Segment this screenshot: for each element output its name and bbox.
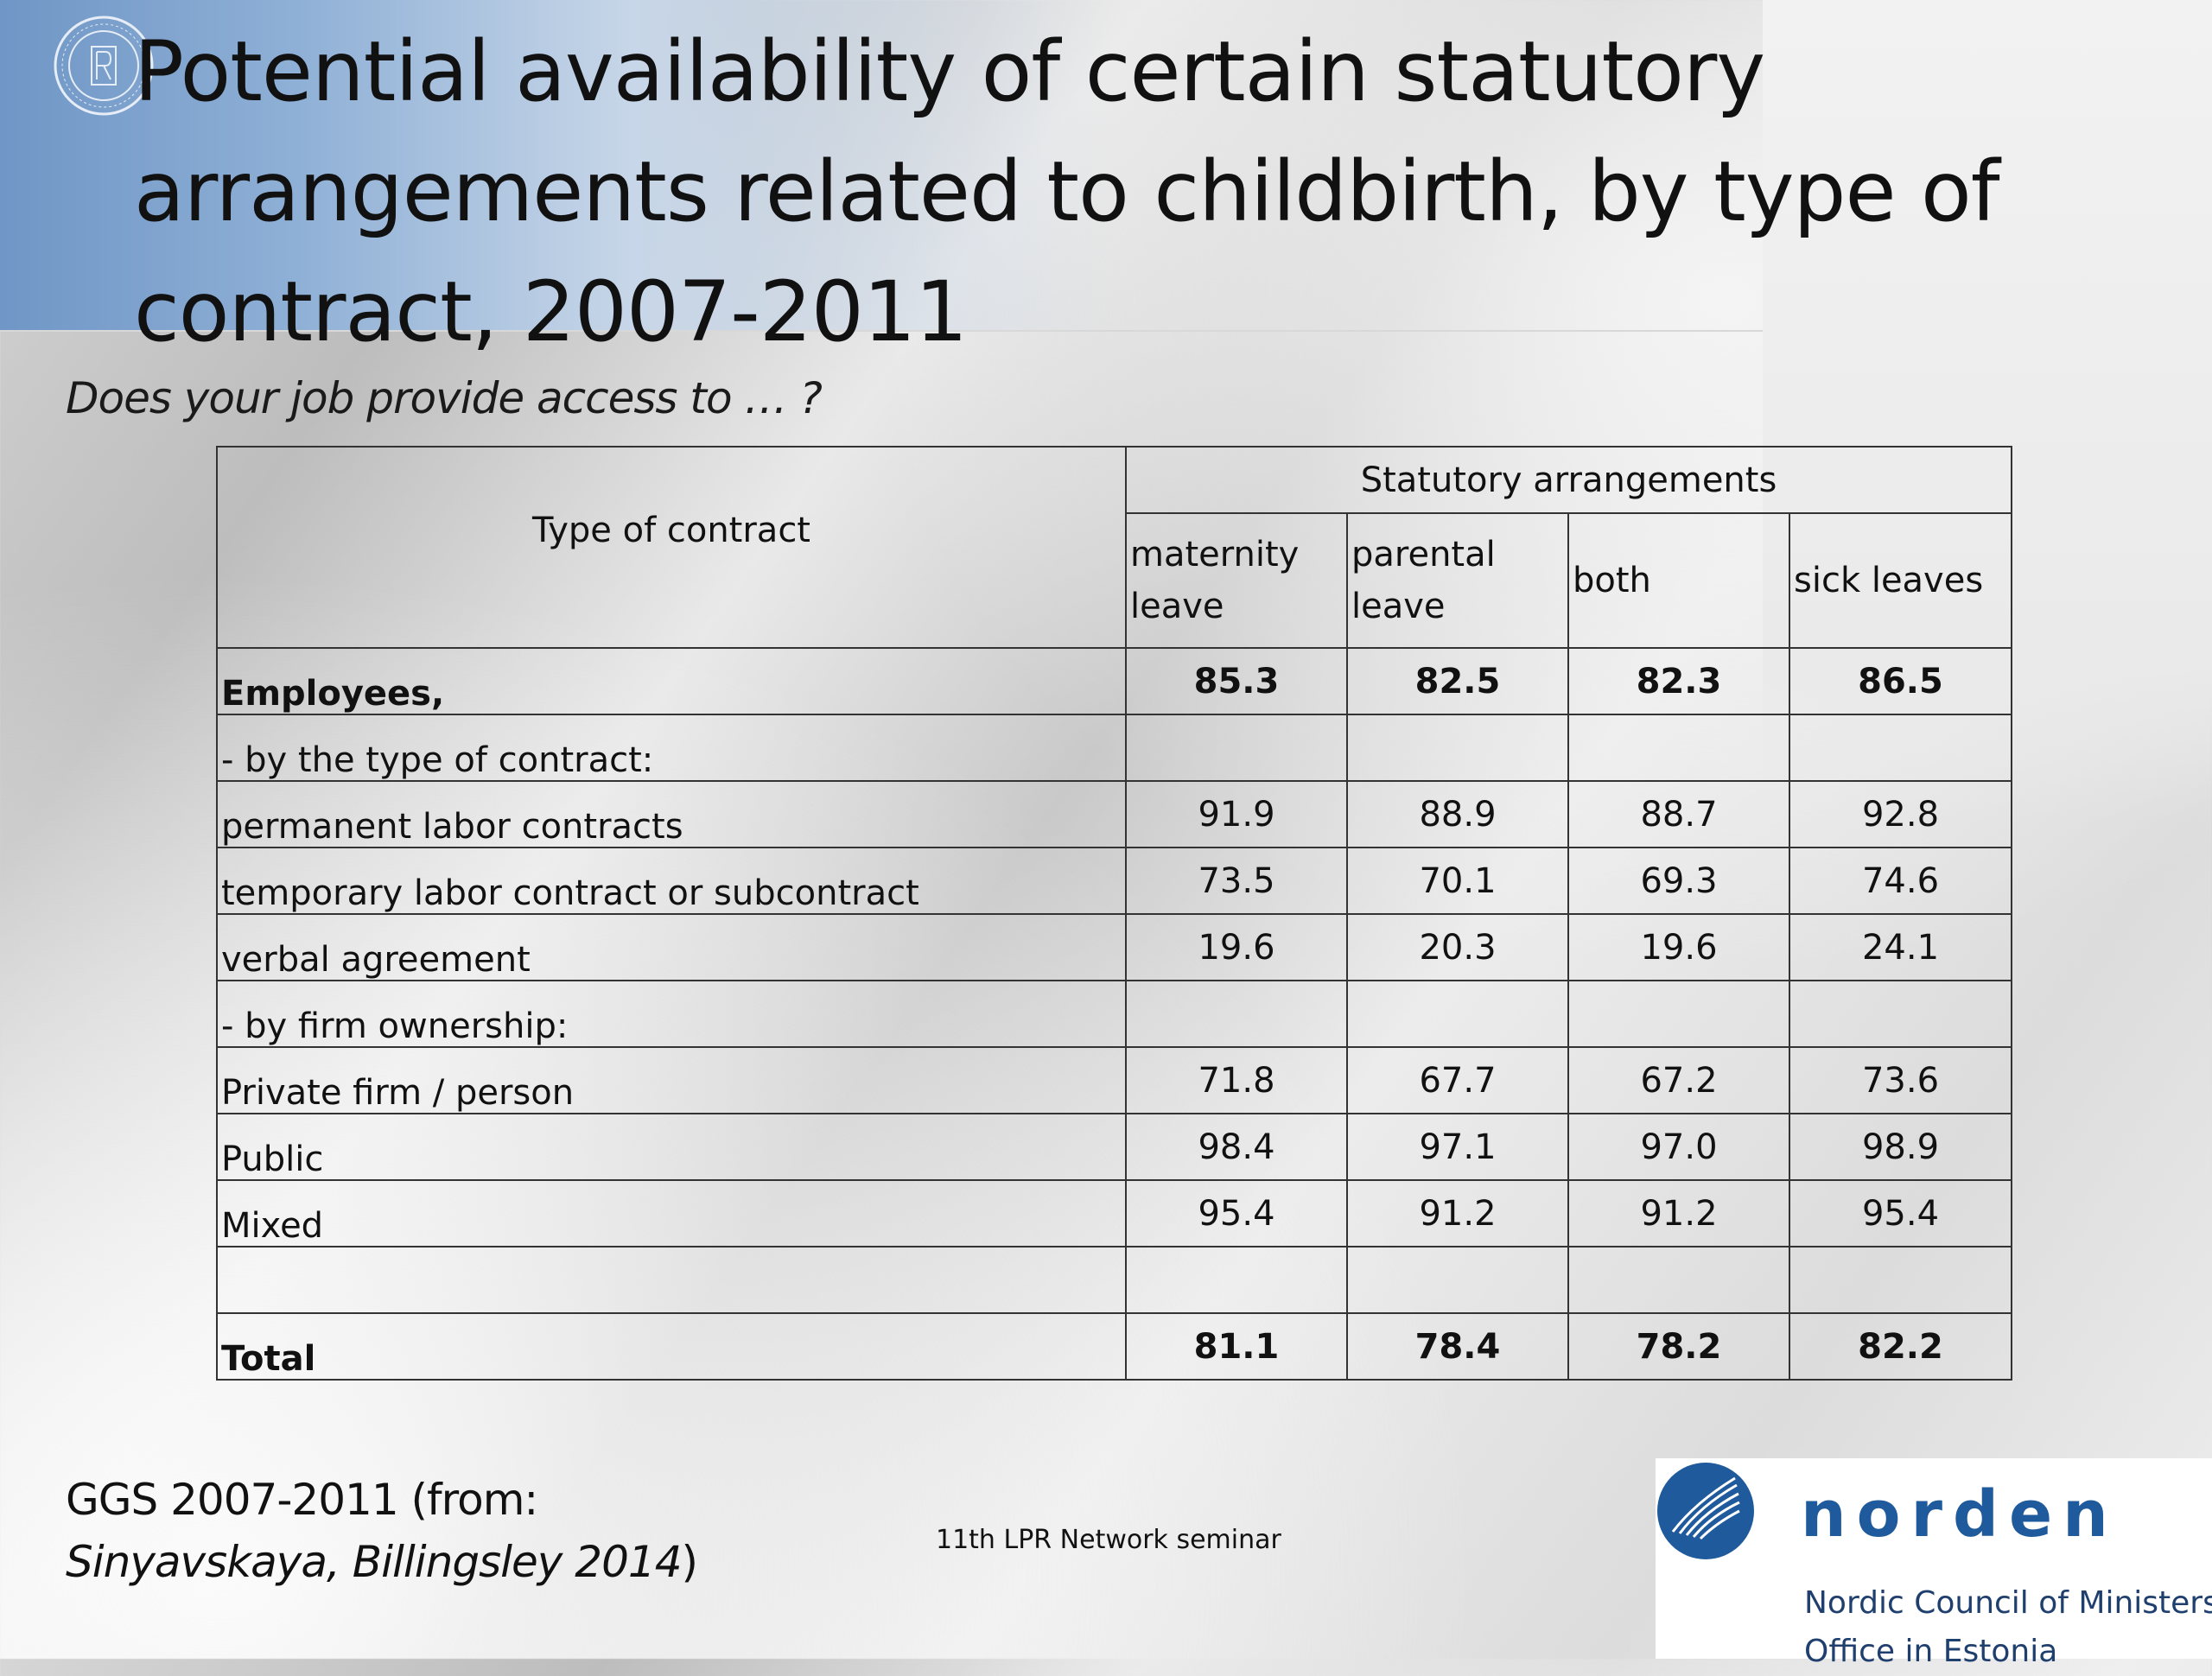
value-cell: 19.6	[1567, 913, 1790, 981]
column-header: maternity leave	[1125, 512, 1348, 649]
value-cell	[1346, 980, 1569, 1048]
data-table: Type of contract Statutory arrangements …	[216, 446, 2012, 1381]
row-label: temporary labor contract or subcontract	[216, 847, 1127, 915]
row-label: Total	[216, 1312, 1127, 1381]
row-label: - by firm ownership:	[216, 980, 1127, 1048]
value-cell: 78.4	[1346, 1312, 1569, 1381]
value-cell: 82.3	[1567, 647, 1790, 715]
row-label: permanent labor contracts	[216, 780, 1127, 848]
header-band	[0, 0, 1858, 332]
value-cell: 73.6	[1789, 1046, 2012, 1114]
table-row	[216, 1246, 2012, 1314]
row-label: Employees,	[216, 647, 1127, 715]
column-header: both	[1567, 512, 1790, 649]
table-row: Mixed 95.4 91.2 91.2 95.4	[216, 1179, 2012, 1247]
value-cell	[1567, 714, 1790, 782]
table-row: verbal agreement 19.6 20.3 19.6 24.1	[216, 913, 2012, 981]
table-row: permanent labor contracts 91.9 88.9 88.7 92.…	[216, 780, 2012, 848]
value-cell: 98.4	[1125, 1113, 1348, 1181]
org-line: Office in Estonia	[1804, 1634, 2058, 1669]
row-label: - by the type of contract:	[216, 714, 1127, 782]
value-cell: 73.5	[1125, 847, 1348, 915]
value-cell: 82.5	[1346, 647, 1569, 715]
value-cell: 88.7	[1567, 780, 1790, 848]
value-cell: 95.4	[1125, 1179, 1348, 1247]
value-cell: 88.9	[1346, 780, 1569, 848]
value-cell: 24.1	[1789, 913, 2012, 981]
table-row: Total 81.1 78.4 78.2 82.2	[216, 1312, 2012, 1381]
source-citation: Sinyavskaya, Billingsley 2014	[66, 1537, 683, 1587]
value-cell: 92.8	[1789, 780, 2012, 848]
source-note: GGS 2007-2011 (from: Sinyavskaya, Billin…	[66, 1469, 698, 1593]
value-cell: 20.3	[1346, 913, 1569, 981]
row-label: verbal agreement	[216, 913, 1127, 981]
stub-header: Type of contract	[216, 446, 1127, 649]
slide-subtitle: Does your job provide access to … ?	[66, 373, 823, 423]
value-cell: 95.4	[1789, 1179, 2012, 1247]
value-cell: 19.6	[1125, 913, 1348, 981]
table-row: - by the type of contract:	[216, 714, 2012, 782]
table-row: Private firm / person 71.8 67.7 67.2 73.6	[216, 1046, 2012, 1114]
table-row: temporary labor contract or subcontract 7…	[216, 847, 2012, 915]
value-cell: 86.5	[1789, 647, 2012, 715]
value-cell: 67.2	[1567, 1046, 1790, 1114]
value-cell	[1789, 980, 2012, 1048]
value-cell: 85.3	[1125, 647, 1348, 715]
value-cell	[1346, 1246, 1569, 1314]
value-cell: 97.1	[1346, 1113, 1569, 1181]
value-cell	[1789, 714, 2012, 782]
table-row: Employees, 85.3 82.5 82.3 86.5	[216, 647, 2012, 715]
column-header: sick leaves	[1789, 512, 2012, 649]
value-cell: 71.8	[1125, 1046, 1348, 1114]
row-label: Public	[216, 1113, 1127, 1181]
value-cell	[1125, 980, 1348, 1048]
row-label: Mixed	[216, 1179, 1127, 1247]
value-cell: 81.1	[1125, 1312, 1348, 1381]
source-close: )	[681, 1537, 698, 1587]
norden-wordmark: norden	[1801, 1477, 2119, 1552]
value-cell	[1346, 714, 1569, 782]
value-cell: 91.2	[1346, 1179, 1569, 1247]
value-cell: 69.3	[1567, 847, 1790, 915]
value-cell: 74.6	[1789, 847, 2012, 915]
value-cell	[1125, 714, 1348, 782]
row-label: Private firm / person	[216, 1046, 1127, 1114]
norden-swan-icon	[1657, 1463, 1754, 1559]
university-emblem-icon	[54, 16, 154, 116]
column-header: parental leave	[1346, 512, 1569, 649]
group-header: Statutory arrangements	[1125, 446, 2012, 514]
table-row: - by firm ownership:	[216, 980, 2012, 1048]
value-cell: 78.2	[1567, 1312, 1790, 1381]
value-cell: 97.0	[1567, 1113, 1790, 1181]
norden-organization: Nordic Council of Ministers’ Office in E…	[1804, 1579, 2212, 1676]
value-cell: 91.2	[1567, 1179, 1790, 1247]
slide-title: Potential availability of certain statut…	[134, 23, 2000, 360]
value-cell	[1789, 1246, 2012, 1314]
norden-logo: norden Nordic Council of Ministers’ Offi…	[1656, 1458, 2212, 1669]
source-line: GGS 2007-2011 (from:	[66, 1475, 538, 1525]
table-body: Employees, 85.3 82.5 82.3 86.5- by the type …	[216, 647, 2012, 1381]
value-cell	[1125, 1246, 1348, 1314]
org-line: Nordic Council of Ministers’	[1804, 1585, 2212, 1621]
value-cell	[1567, 980, 1790, 1048]
value-cell: 98.9	[1789, 1113, 2012, 1181]
table-row: Public 98.4 97.1 97.0 98.9	[216, 1113, 2012, 1181]
row-label	[216, 1246, 1127, 1314]
value-cell: 67.7	[1346, 1046, 1569, 1114]
source-citation-line: Sinyavskaya, Billingsley 2014)	[66, 1531, 698, 1593]
value-cell: 91.9	[1125, 780, 1348, 848]
value-cell	[1567, 1246, 1790, 1314]
value-cell: 70.1	[1346, 847, 1569, 915]
value-cell: 82.2	[1789, 1312, 2012, 1381]
seminar-label: 11th LPR Network seminar	[936, 1525, 1281, 1555]
